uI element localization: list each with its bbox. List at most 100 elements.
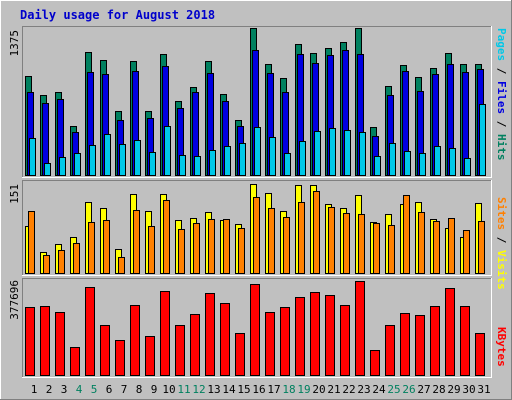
- bar-sites-day-15: [238, 228, 245, 274]
- bar-pages-day-31: [479, 104, 486, 176]
- bar-pages-day-15: [239, 143, 246, 176]
- day-label: 22: [342, 383, 355, 396]
- bar-kbytes-day-30: [460, 306, 470, 376]
- bar-pages-day-22: [344, 130, 351, 176]
- day-label: 1: [31, 383, 38, 396]
- day-label: 13: [207, 383, 220, 396]
- day-label: 16: [252, 383, 265, 396]
- bar-kbytes-day-1: [25, 307, 35, 376]
- bar-sites-day-6: [103, 220, 110, 274]
- bar-sites-day-20: [313, 191, 320, 274]
- bar-pages-day-4: [74, 153, 81, 176]
- bar-pages-day-7: [119, 144, 126, 176]
- bar-pages-day-29: [449, 148, 456, 176]
- bar-kbytes-day-13: [205, 293, 215, 376]
- bar-kbytes-day-5: [85, 287, 95, 376]
- panel-1-max-label: 1375: [8, 30, 21, 57]
- bar-pages-day-13: [209, 150, 216, 176]
- bar-sites-day-10: [163, 200, 170, 274]
- day-label: 24: [372, 383, 386, 396]
- bar-pages-day-1: [29, 138, 36, 176]
- bar-sites-day-14: [223, 219, 230, 274]
- bar-kbytes-day-8: [130, 305, 140, 376]
- bar-kbytes-day-12: [190, 314, 200, 376]
- bar-kbytes-day-4: [70, 347, 80, 376]
- day-label: 28: [432, 383, 445, 396]
- bar-pages-day-17: [269, 137, 276, 176]
- day-labels: 1 2 3 4 5 6 7 8 9 10 11 12 13 14 15 16 17 18 19 20 21 22 23 24 2…: [31, 383, 491, 396]
- day-label: 3: [61, 383, 68, 396]
- bar-sites-day-27: [418, 212, 425, 274]
- bar-pages-day-9: [149, 152, 156, 176]
- bar-kbytes-day-29: [445, 288, 455, 376]
- day-label: 12: [192, 383, 205, 396]
- bar-kbytes-day-14: [220, 303, 230, 376]
- bar-pages-day-21: [329, 128, 336, 176]
- series-label-part: /: [495, 61, 508, 81]
- bar-kbytes-day-2: [40, 306, 50, 376]
- bar-sites-day-11: [178, 229, 185, 274]
- bar-kbytes-day-19: [295, 297, 305, 376]
- bar-sites-day-30: [463, 230, 470, 274]
- day-label: 19: [297, 383, 310, 396]
- day-label: 9: [151, 383, 158, 396]
- day-label: 7: [121, 383, 128, 396]
- panel-2-max-label: 151: [8, 184, 21, 204]
- day-label: 5: [91, 383, 98, 396]
- bar-sites-day-24: [373, 223, 380, 274]
- bar-kbytes-day-31: [475, 333, 485, 376]
- day-label: 21: [327, 383, 340, 396]
- series-label-part: /: [495, 114, 508, 134]
- bar-kbytes-day-28: [430, 306, 440, 376]
- bar-sites-day-22: [343, 213, 350, 274]
- bar-kbytes-day-6: [100, 325, 110, 376]
- bar-sites-day-29: [448, 218, 455, 274]
- bar-sites-day-8: [133, 210, 140, 274]
- panel-1-series-label: Pages / Files / Hits: [495, 28, 508, 161]
- series-label-part: KBytes: [495, 327, 508, 367]
- day-label: 10: [162, 383, 175, 396]
- bar-pages-day-25: [389, 143, 396, 176]
- bar-pages-day-6: [104, 134, 111, 176]
- day-label: 25: [387, 383, 400, 396]
- chart-title: Daily usage for August 2018: [20, 8, 215, 22]
- bar-pages-day-24: [374, 156, 381, 176]
- day-label: 18: [282, 383, 295, 396]
- day-label: 15: [237, 383, 250, 396]
- bar-kbytes-day-3: [55, 312, 65, 376]
- day-label: 30: [462, 383, 475, 396]
- day-label: 2: [46, 383, 53, 396]
- bar-pages-day-18: [284, 153, 291, 176]
- bar-pages-day-14: [224, 146, 231, 176]
- bar-kbytes-day-17: [265, 312, 275, 376]
- series-label-part: Files: [495, 81, 508, 114]
- bar-sites-day-5: [88, 222, 95, 274]
- bar-layer: [25, 28, 486, 376]
- bar-pages-day-8: [134, 140, 141, 176]
- day-label: 4: [76, 383, 83, 396]
- bar-sites-day-23: [358, 214, 365, 274]
- bar-kbytes-day-26: [400, 313, 410, 376]
- day-label: 27: [417, 383, 430, 396]
- bar-pages-day-16: [254, 127, 261, 176]
- bar-sites-day-12: [193, 223, 200, 274]
- panel-2-series-label: Sites / Visits: [495, 197, 508, 290]
- bar-pages-day-5: [89, 145, 96, 176]
- bar-sites-day-3: [58, 250, 65, 274]
- bar-sites-day-1: [28, 211, 35, 274]
- series-label-part: Hits: [495, 134, 508, 161]
- bar-sites-day-18: [283, 217, 290, 274]
- day-label: 31: [477, 383, 490, 396]
- day-label: 17: [267, 383, 280, 396]
- bar-sites-day-13: [208, 219, 215, 274]
- day-label: 8: [136, 383, 143, 396]
- day-label: 29: [447, 383, 460, 396]
- bar-sites-day-25: [388, 225, 395, 274]
- bar-kbytes-day-27: [415, 315, 425, 376]
- bar-sites-day-31: [478, 221, 485, 274]
- bar-pages-day-11: [179, 155, 186, 176]
- bar-sites-day-28: [433, 221, 440, 274]
- bar-kbytes-day-10: [160, 291, 170, 376]
- day-label: 26: [402, 383, 415, 396]
- bar-kbytes-day-24: [370, 350, 380, 376]
